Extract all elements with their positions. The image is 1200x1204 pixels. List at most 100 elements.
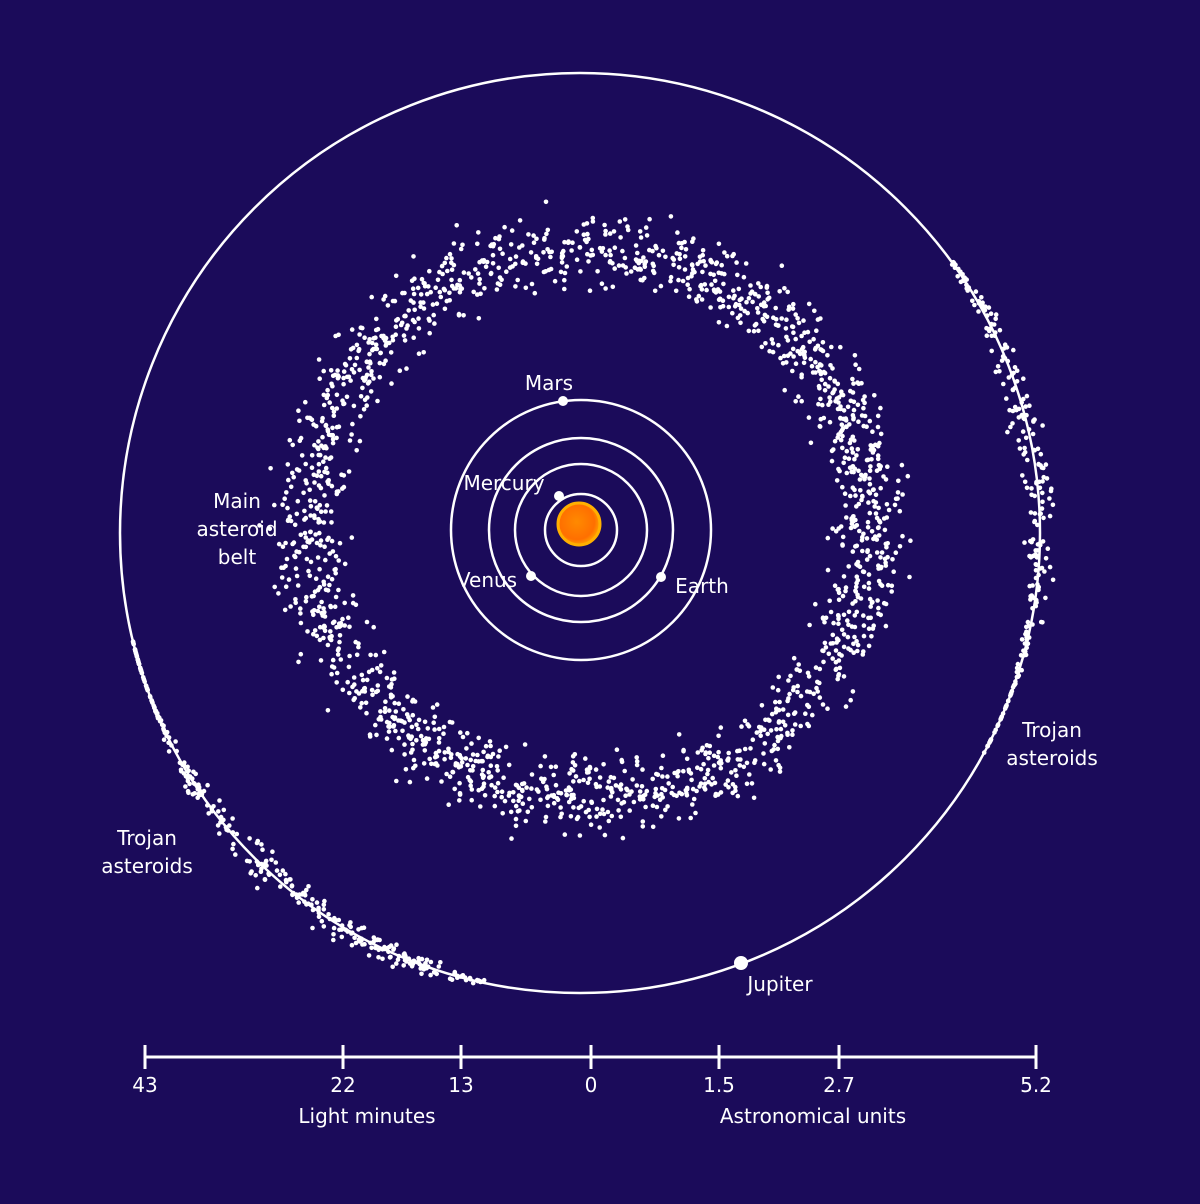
asteroid bbox=[234, 831, 240, 837]
asteroid bbox=[298, 435, 304, 441]
asteroid bbox=[393, 273, 399, 279]
asteroid bbox=[307, 487, 313, 493]
asteroid bbox=[333, 594, 339, 600]
asteroid bbox=[672, 770, 677, 776]
asteroid bbox=[392, 676, 397, 681]
asteroid bbox=[469, 797, 475, 803]
asteroid bbox=[249, 869, 254, 874]
asteroid bbox=[418, 300, 423, 305]
asteroid bbox=[288, 518, 294, 524]
asteroid bbox=[523, 285, 529, 291]
asteroid bbox=[839, 389, 844, 395]
asteroid bbox=[685, 282, 690, 288]
asteroid bbox=[813, 359, 818, 365]
asteroid bbox=[227, 823, 232, 828]
asteroid bbox=[850, 450, 856, 455]
asteroid bbox=[493, 235, 498, 241]
asteroid bbox=[670, 784, 675, 790]
asteroid bbox=[336, 917, 342, 923]
asteroid bbox=[878, 431, 884, 437]
asteroid bbox=[447, 251, 453, 257]
asteroid bbox=[529, 772, 535, 777]
asteroid bbox=[335, 368, 340, 373]
asteroid bbox=[587, 776, 592, 782]
asteroid bbox=[325, 574, 331, 579]
asteroid bbox=[830, 526, 835, 531]
asteroid bbox=[411, 757, 417, 763]
asteroid bbox=[640, 767, 645, 772]
asteroid bbox=[401, 333, 407, 338]
asteroid bbox=[818, 371, 824, 377]
asteroid bbox=[464, 746, 469, 751]
asteroid bbox=[639, 784, 645, 789]
asteroid bbox=[349, 535, 355, 540]
asteroid bbox=[1024, 485, 1030, 491]
asteroid bbox=[777, 699, 782, 705]
asteroid bbox=[907, 574, 912, 580]
asteroid bbox=[195, 795, 200, 800]
asteroid bbox=[844, 448, 850, 454]
asteroid bbox=[638, 235, 644, 240]
asteroid bbox=[331, 932, 336, 937]
asteroid bbox=[495, 768, 501, 773]
asteroid bbox=[808, 440, 814, 446]
asteroid bbox=[388, 350, 394, 355]
asteroid bbox=[652, 794, 657, 800]
asteroid bbox=[798, 693, 804, 699]
asteroid bbox=[836, 637, 841, 643]
asteroid bbox=[665, 774, 670, 779]
asteroid bbox=[470, 764, 476, 769]
asteroid bbox=[644, 233, 650, 238]
asteroid bbox=[845, 634, 851, 640]
asteroid bbox=[637, 266, 643, 272]
asteroid bbox=[280, 868, 286, 873]
label: asteroids bbox=[1006, 746, 1098, 770]
scale-caption: Light minutes bbox=[298, 1104, 435, 1128]
asteroid bbox=[395, 316, 401, 322]
asteroid bbox=[551, 772, 556, 778]
asteroid bbox=[834, 666, 839, 672]
asteroid bbox=[761, 751, 766, 756]
asteroid bbox=[436, 740, 442, 745]
asteroid bbox=[369, 945, 374, 951]
scale-caption: Astronomical units bbox=[720, 1104, 906, 1128]
asteroid bbox=[280, 502, 285, 508]
asteroid bbox=[548, 764, 554, 770]
asteroid bbox=[814, 328, 819, 334]
asteroid bbox=[342, 600, 348, 606]
asteroid bbox=[758, 284, 763, 290]
asteroid bbox=[499, 789, 505, 794]
asteroid bbox=[316, 469, 322, 474]
asteroid bbox=[1033, 548, 1038, 553]
asteroid bbox=[716, 297, 722, 303]
asteroid bbox=[529, 786, 534, 791]
asteroid bbox=[731, 251, 736, 257]
asteroid bbox=[849, 446, 855, 451]
asteroid bbox=[885, 464, 890, 470]
asteroid bbox=[255, 838, 261, 844]
asteroid bbox=[786, 696, 791, 701]
asteroid bbox=[713, 793, 718, 798]
asteroid bbox=[589, 799, 594, 805]
asteroid bbox=[703, 751, 708, 757]
asteroid bbox=[302, 530, 308, 536]
asteroid bbox=[807, 622, 812, 628]
asteroid bbox=[543, 814, 549, 820]
asteroid bbox=[1039, 565, 1045, 571]
asteroid bbox=[432, 727, 437, 732]
asteroid bbox=[879, 550, 885, 555]
asteroid bbox=[776, 720, 782, 725]
asteroid bbox=[516, 793, 522, 799]
asteroid bbox=[421, 761, 427, 766]
asteroid bbox=[331, 937, 336, 943]
asteroid bbox=[217, 831, 222, 836]
asteroid bbox=[762, 741, 768, 746]
asteroid bbox=[643, 804, 648, 810]
asteroid bbox=[865, 525, 871, 530]
asteroid bbox=[637, 229, 643, 234]
asteroid bbox=[321, 635, 326, 641]
asteroid bbox=[720, 298, 726, 304]
asteroid bbox=[329, 576, 335, 582]
asteroid bbox=[808, 356, 813, 362]
asteroid bbox=[277, 872, 283, 878]
